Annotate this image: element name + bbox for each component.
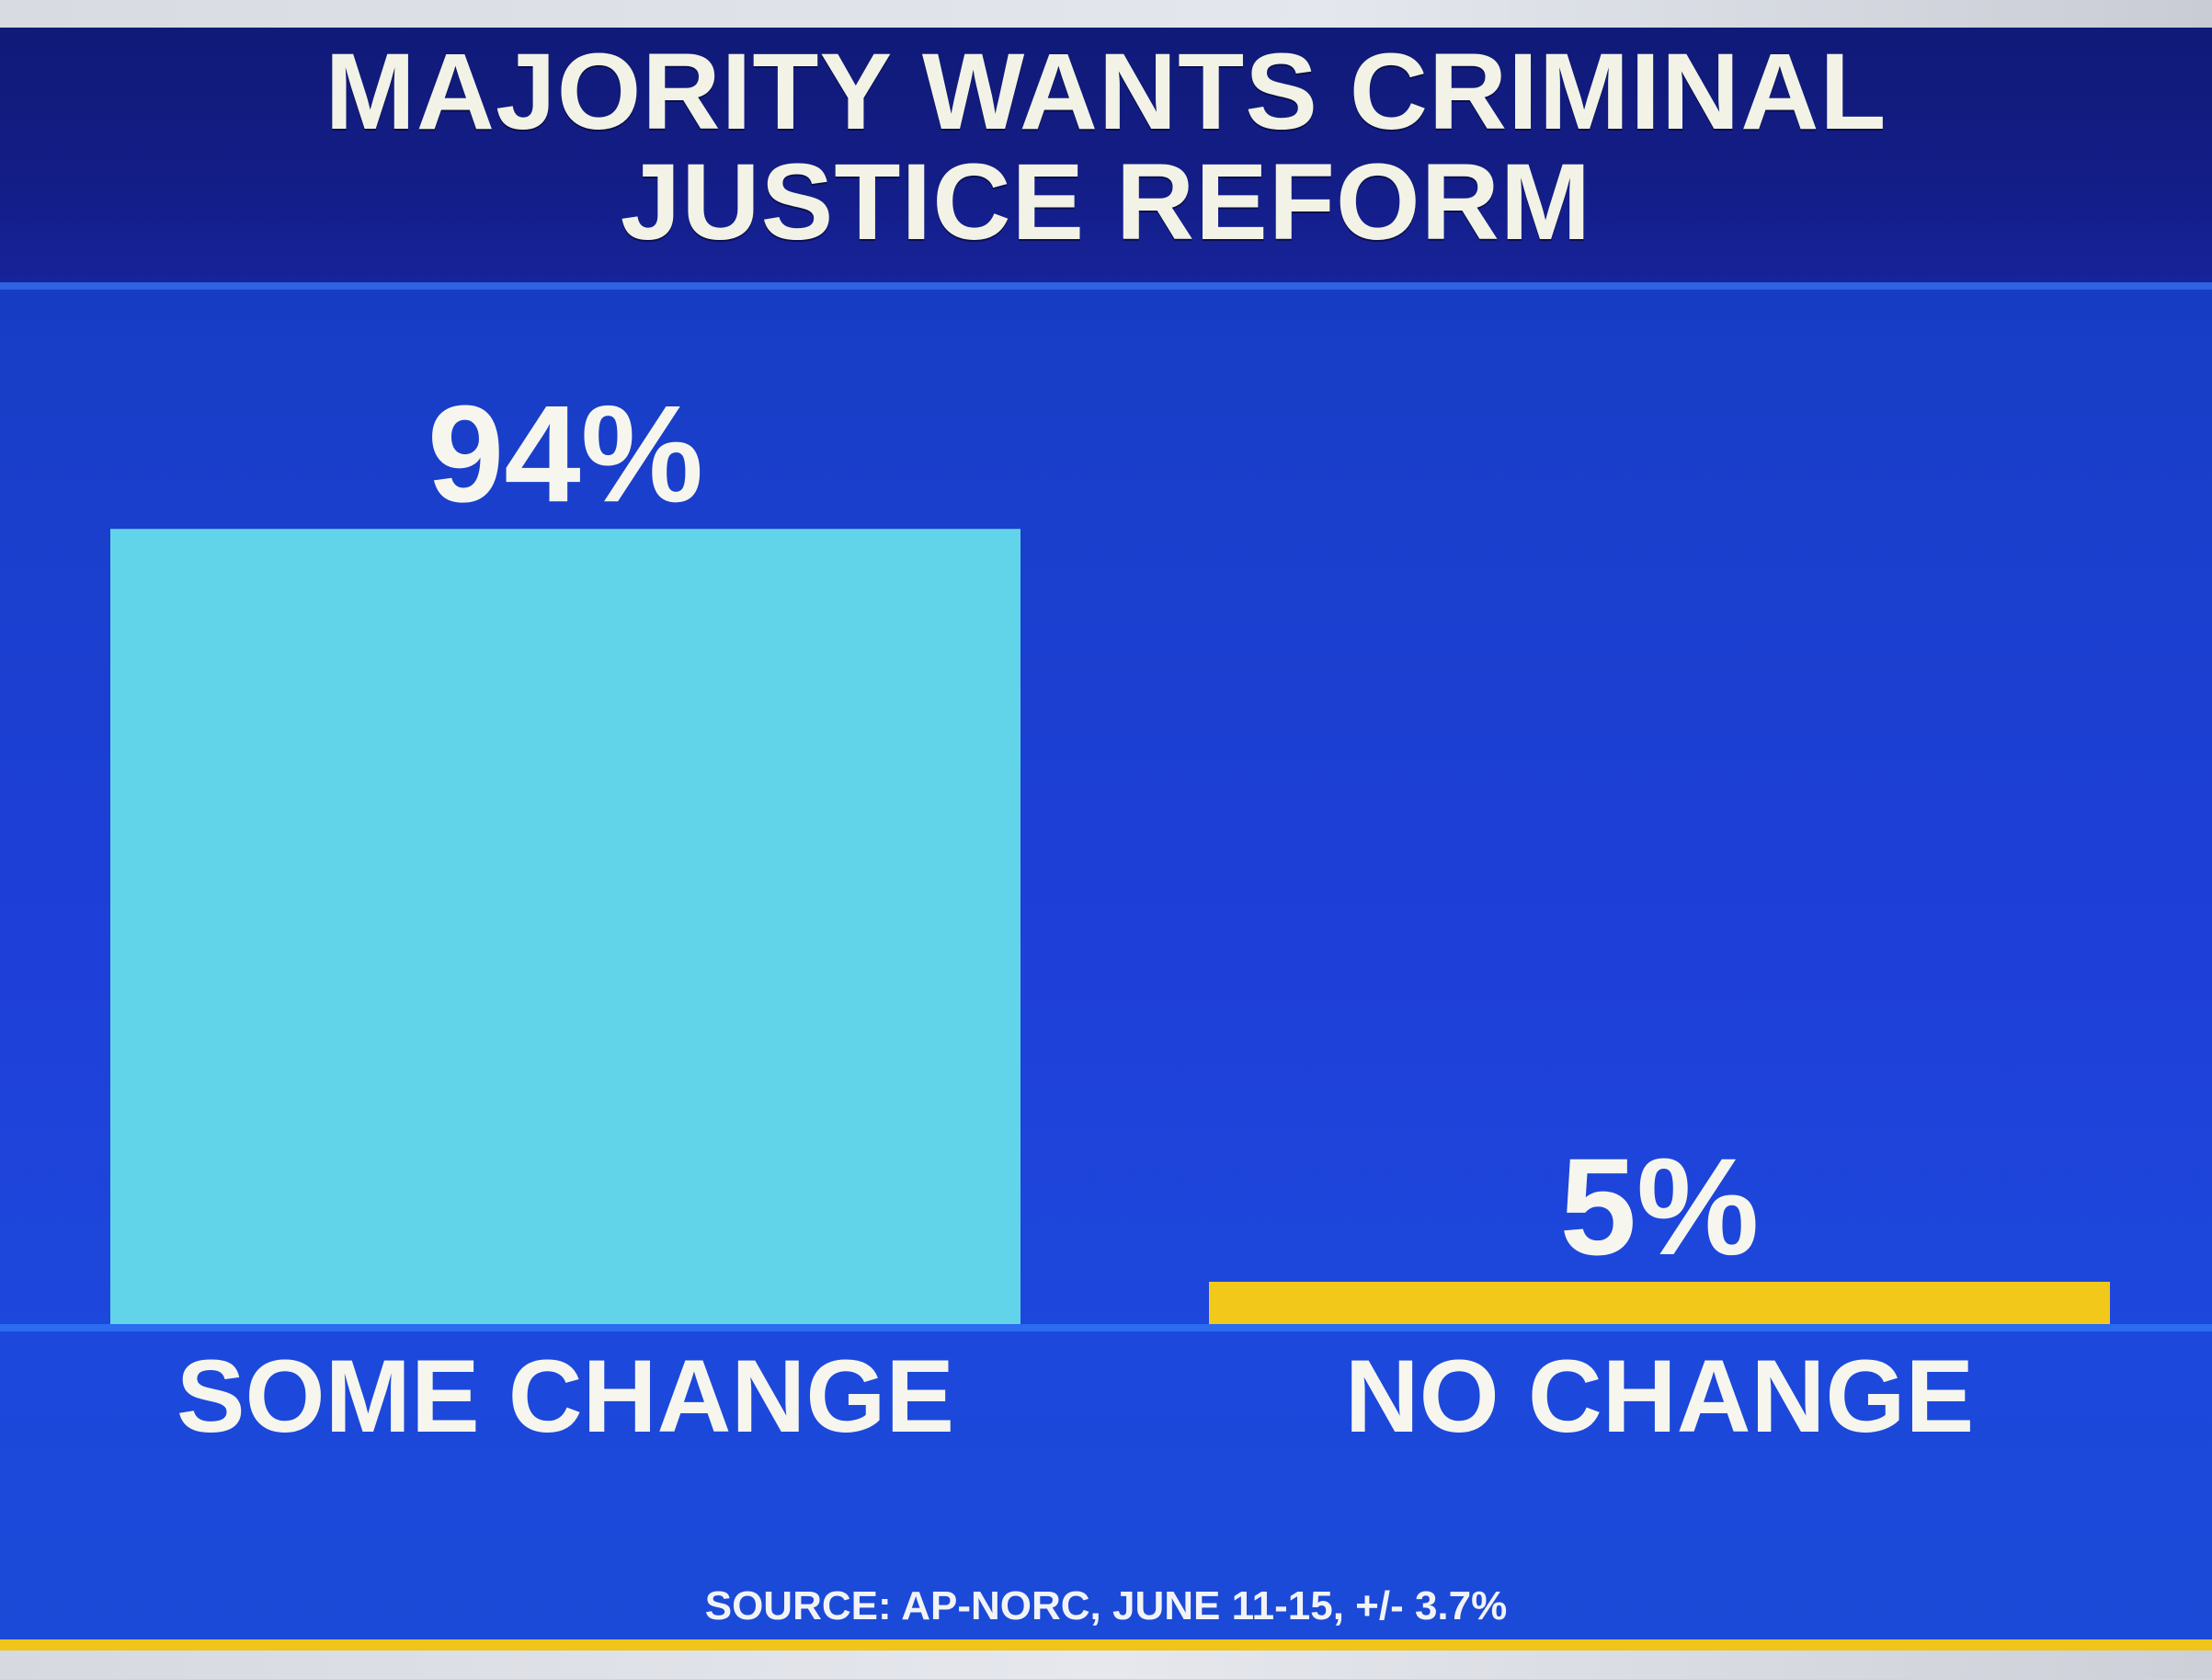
- bottom-accent-rule: [0, 1639, 2212, 1650]
- value-label-no-change: 5%: [1560, 1129, 1760, 1284]
- title-band: [0, 28, 2212, 290]
- category-label-some-change: SOME CHANGE: [177, 1339, 954, 1454]
- category-label-no-change: NO CHANGE: [1345, 1339, 1974, 1454]
- value-label-some-change: 94%: [428, 376, 703, 531]
- source-note: SOURCE: AP-NORC, JUNE 11-15, +/- 3.7%: [704, 1583, 1508, 1628]
- chart-title: MAJORITY WANTS CRIMINAL JUSTICE REFORM: [325, 31, 1887, 263]
- bar-some-change: [110, 529, 1020, 1324]
- chart-baseline: [0, 1324, 2212, 1331]
- bar-no-change: [1209, 1282, 2110, 1324]
- screen-bottom-bezel: [0, 1650, 2212, 1679]
- screen-top-bezel: [0, 0, 2212, 28]
